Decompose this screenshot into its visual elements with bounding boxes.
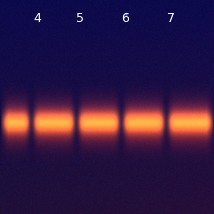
Text: 7: 7 [167,12,175,24]
Text: 4: 4 [34,12,41,24]
Text: 5: 5 [76,12,84,24]
Text: 6: 6 [121,12,129,24]
